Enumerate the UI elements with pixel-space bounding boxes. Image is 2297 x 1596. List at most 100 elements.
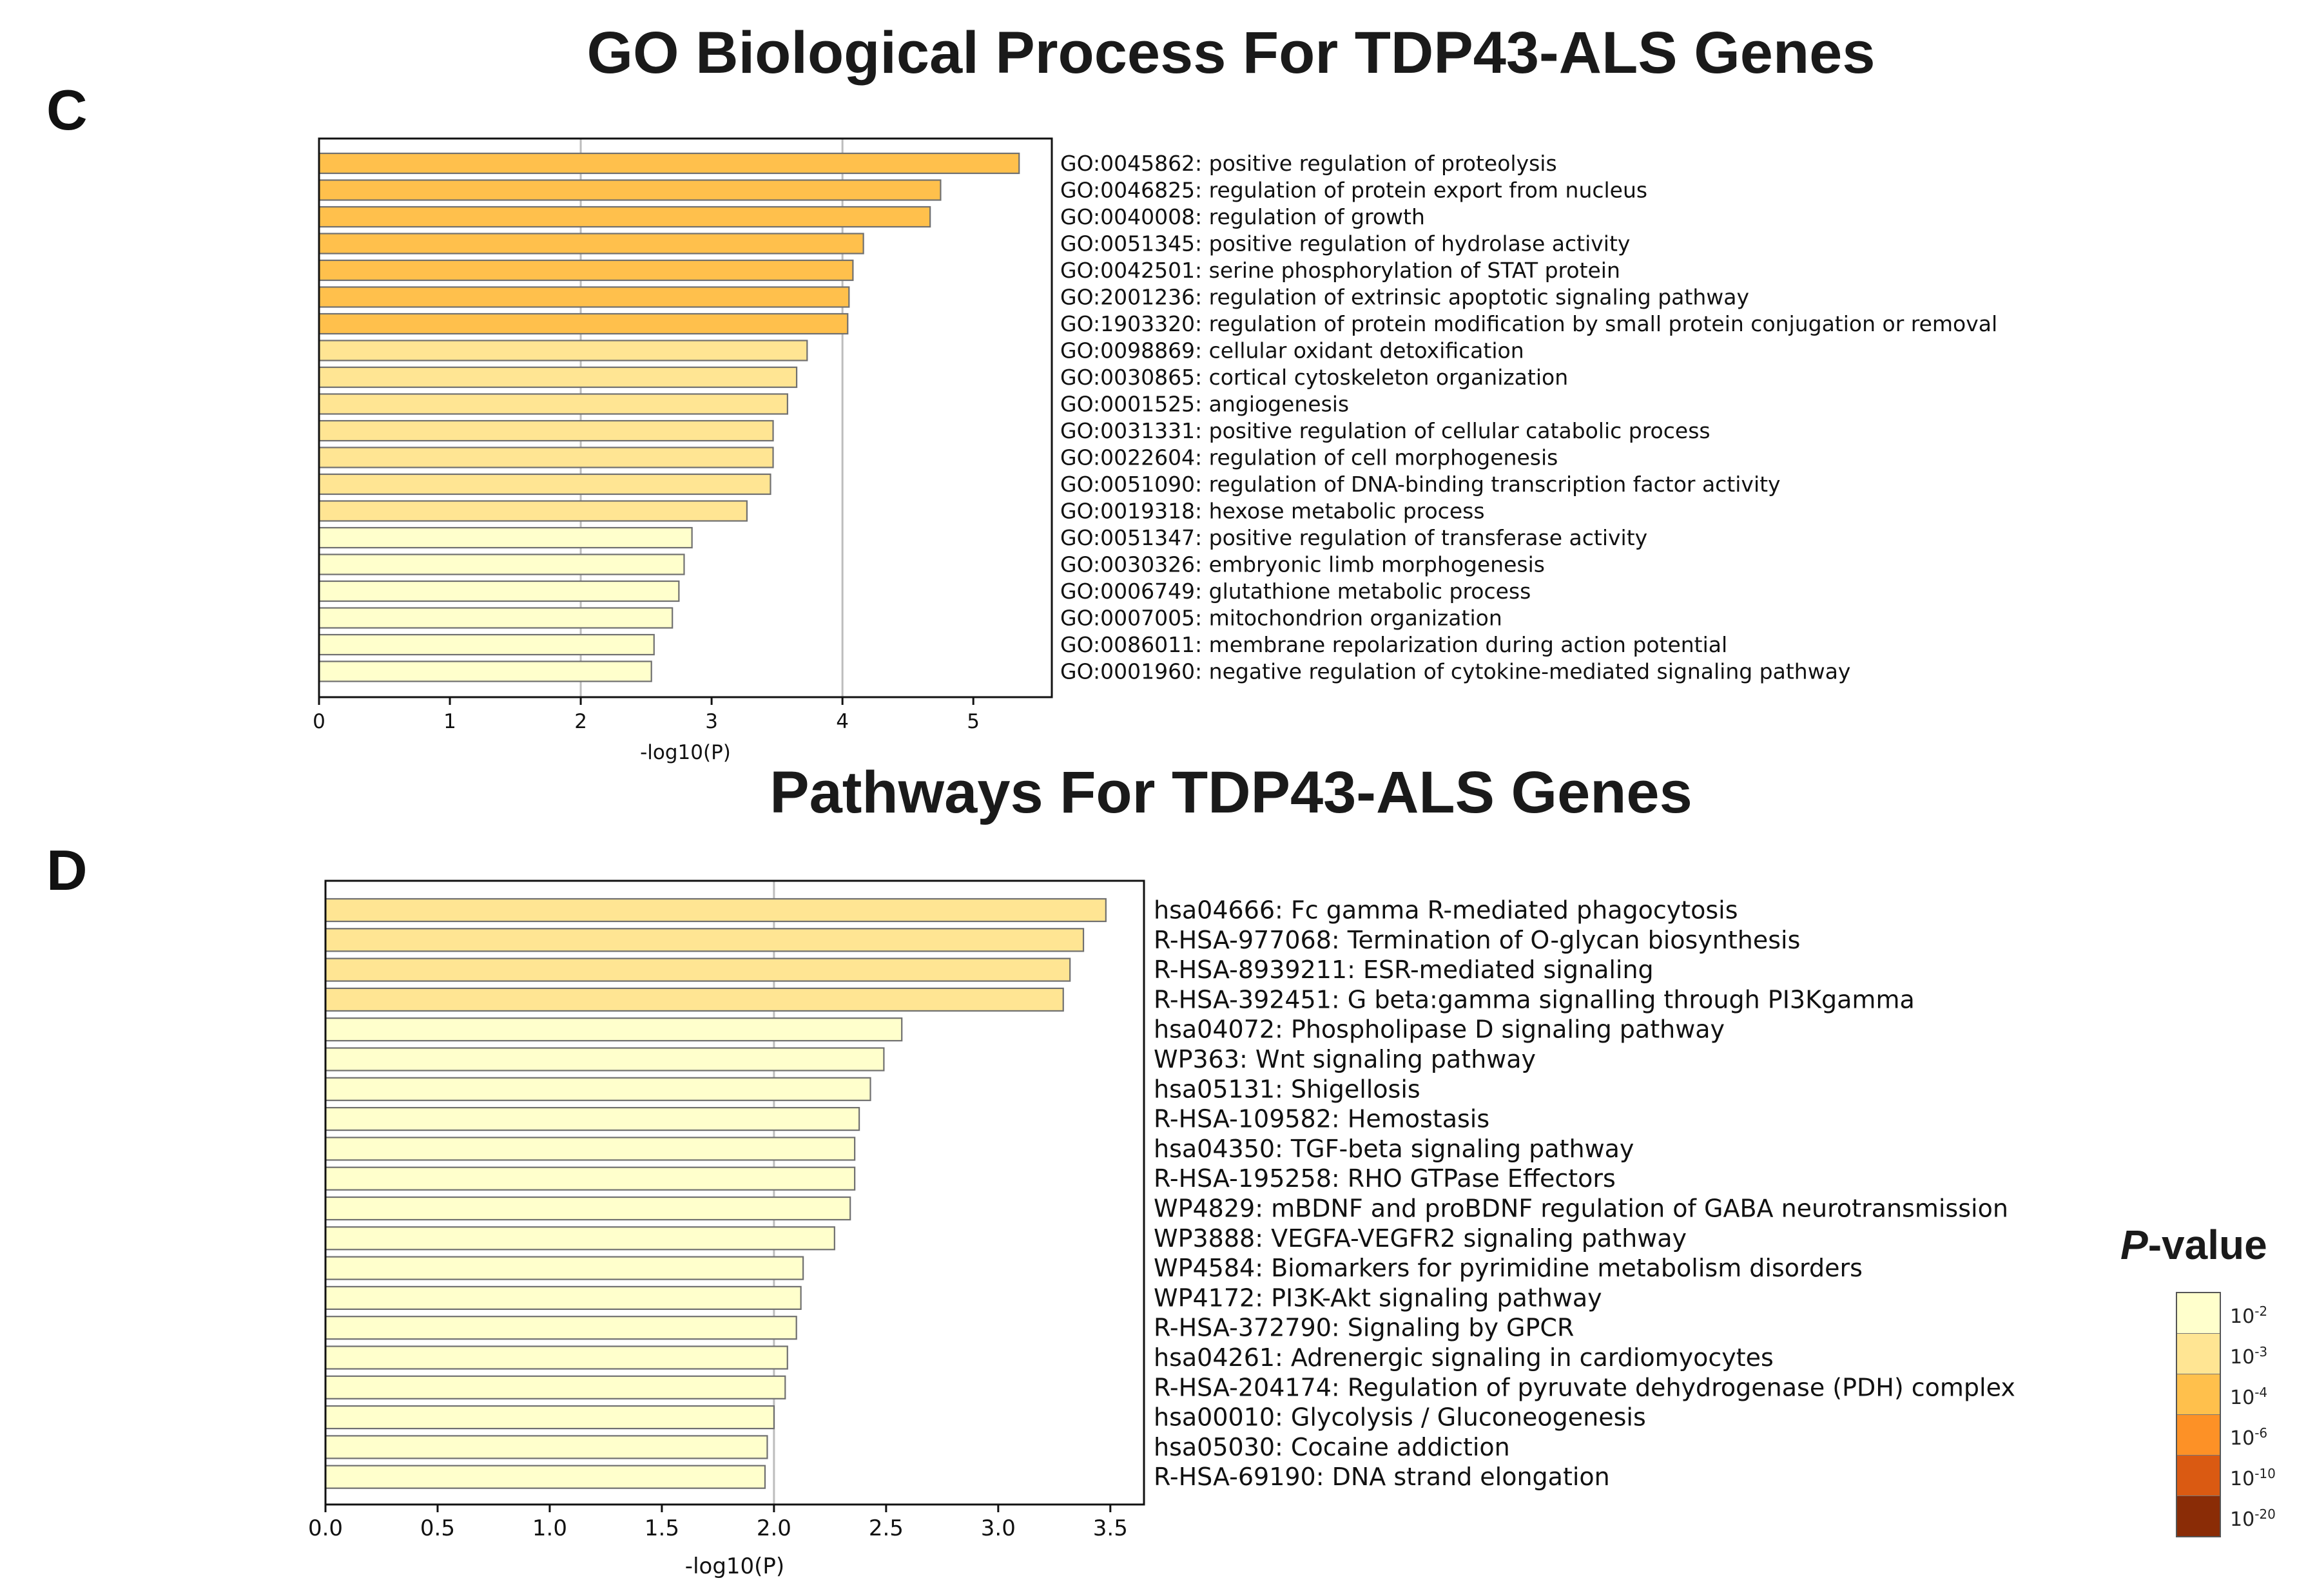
panel-letter-d: D <box>46 838 88 902</box>
legend-label-base: 10 <box>2230 1468 2255 1490</box>
category-label: GO:0051347: positive regulation of trans… <box>1060 525 1647 550</box>
bar <box>318 607 674 629</box>
category-label: R-HSA-109582: Hemostasis <box>1154 1105 1489 1133</box>
x-tick-label: 2.0 <box>757 1515 791 1541</box>
legend-label-exponent: -2 <box>2254 1303 2268 1319</box>
x-tick-label: 3.5 <box>1093 1515 1128 1541</box>
category-label: R-HSA-69190: DNA strand elongation <box>1154 1463 1610 1491</box>
category-label: hsa05030: Cocaine addiction <box>1154 1433 1510 1461</box>
category-label: GO:0007005: mitochondrion organization <box>1060 606 1502 631</box>
category-label: GO:0098869: cellular oxidant detoxificat… <box>1060 338 1524 363</box>
bar <box>318 633 655 656</box>
bar <box>324 1047 885 1072</box>
category-label: GO:0030865: cortical cytoskeleton organi… <box>1060 365 1568 390</box>
category-label: hsa04666: Fc gamma R-mediated phagocytos… <box>1154 896 1738 925</box>
legend-label-exponent: -20 <box>2254 1506 2276 1522</box>
bar-chart-pathways: hsa04666: Fc gamma R-mediated phagocytos… <box>308 880 2015 1579</box>
panel-letter-c: C <box>46 78 88 142</box>
category-label: GO:0019318: hexose metabolic process <box>1060 499 1485 524</box>
x-tick-label: 3 <box>705 710 718 733</box>
bar <box>318 312 849 335</box>
legend-label-exponent: -4 <box>2254 1385 2268 1400</box>
category-label: R-HSA-195258: RHO GTPase Effectors <box>1154 1164 1616 1193</box>
bar <box>318 419 774 442</box>
bar <box>324 957 1071 982</box>
bar <box>324 1345 788 1370</box>
bar <box>324 1226 835 1251</box>
bar <box>324 1316 797 1340</box>
bar <box>324 1196 851 1221</box>
bar <box>318 447 774 468</box>
bar <box>324 1285 802 1311</box>
bar <box>324 1166 856 1191</box>
x-tick-label: 1.0 <box>532 1515 567 1541</box>
bar <box>318 366 798 389</box>
legend-label: 10-6 <box>2230 1425 2267 1450</box>
legend-label-base: 10 <box>2230 1387 2255 1409</box>
pvalue-legend: P-value 10-2 10-3 10-4 10-6 10-10 10-20 <box>2120 1221 2288 1556</box>
legend-swatches <box>2176 1292 2221 1537</box>
bar <box>324 1435 768 1459</box>
bar <box>318 526 693 549</box>
x-tick-label: 0 <box>313 710 325 733</box>
category-label: GO:0051090: regulation of DNA-binding tr… <box>1060 472 1781 497</box>
category-label: GO:0045862: positive regulation of prote… <box>1060 151 1557 176</box>
plot-frame <box>318 137 1053 698</box>
bar <box>318 660 652 682</box>
category-label: R-HSA-8939211: ESR-mediated signaling <box>1154 956 1654 984</box>
category-label: WP3888: VEGFA-VEGFR2 signaling pathway <box>1154 1224 1687 1253</box>
legend-swatch <box>2177 1456 2220 1496</box>
x-axis-label: -log10(P) <box>685 1553 784 1579</box>
bar <box>318 473 771 495</box>
bar <box>318 259 854 282</box>
category-label: hsa04072: Phospholipase D signaling path… <box>1154 1015 1725 1044</box>
legend-label-base: 10 <box>2230 1305 2255 1328</box>
chart-d-title: Pathways For TDP43-ALS Genes <box>770 760 1692 825</box>
category-label: WP4172: PI3K-Akt signaling pathway <box>1154 1284 1602 1312</box>
category-label: GO:0046825: regulation of protein export… <box>1060 178 1647 203</box>
category-label: GO:0001525: angiogenesis <box>1060 392 1349 417</box>
legend-swatch <box>2177 1415 2220 1456</box>
category-label: hsa05131: Shigellosis <box>1154 1075 1420 1103</box>
bar <box>318 206 931 228</box>
bar <box>318 286 850 308</box>
bar <box>324 898 1107 923</box>
bar <box>324 1405 775 1430</box>
category-label: GO:0042501: serine phosphorylation of ST… <box>1060 258 1620 283</box>
category-label: hsa00010: Glycolysis / Gluconeogenesis <box>1154 1403 1646 1432</box>
bar <box>324 1465 766 1489</box>
category-label: WP4829: mBDNF and proBDNF regulation of … <box>1154 1195 2008 1223</box>
bar <box>324 1375 786 1399</box>
category-label: R-HSA-372790: Signaling by GPCR <box>1154 1314 1574 1342</box>
legend-label-exponent: -10 <box>2254 1466 2276 1481</box>
category-label: R-HSA-204174: Regulation of pyruvate deh… <box>1154 1373 2015 1401</box>
category-label: R-HSA-392451: G beta:gamma signalling th… <box>1154 985 1915 1014</box>
category-label: GO:1903320: regulation of protein modifi… <box>1060 311 1997 336</box>
legend-label-base: 10 <box>2230 1508 2255 1531</box>
legend-swatch <box>2177 1496 2220 1536</box>
legend-swatch <box>2177 1334 2220 1374</box>
x-tick-label: 2.5 <box>869 1515 904 1541</box>
chart-c-title: GO Biological Process For TDP43-ALS Gene… <box>586 20 1875 86</box>
category-label: GO:0001960: negative regulation of cytok… <box>1060 659 1850 684</box>
bar <box>324 928 1085 952</box>
x-axis-label: -log10(P) <box>640 741 731 764</box>
bar <box>324 1017 903 1042</box>
bar-chart-go-process: GO:0045862: positive regulation of prote… <box>313 137 1997 764</box>
category-label: WP363: Wnt signaling pathway <box>1154 1045 1536 1073</box>
legend-label-base: 10 <box>2230 1346 2255 1369</box>
bar <box>318 580 680 602</box>
legend-title-italic: P <box>2120 1222 2148 1268</box>
bar <box>324 1256 804 1280</box>
category-label: GO:0022604: regulation of cell morphogen… <box>1060 445 1558 470</box>
category-label: GO:0086011: membrane repolarization duri… <box>1060 632 1727 657</box>
x-tick-label: 0.0 <box>308 1515 343 1541</box>
bar <box>318 152 1020 175</box>
x-tick-label: 0.5 <box>420 1515 455 1541</box>
x-tick-label: 2 <box>574 710 587 733</box>
legend-label: 10-10 <box>2230 1466 2276 1490</box>
bar <box>318 500 748 522</box>
category-label: GO:0006749: glutathione metabolic proces… <box>1060 579 1531 604</box>
category-label: hsa04350: TGF-beta signaling pathway <box>1154 1135 1634 1163</box>
